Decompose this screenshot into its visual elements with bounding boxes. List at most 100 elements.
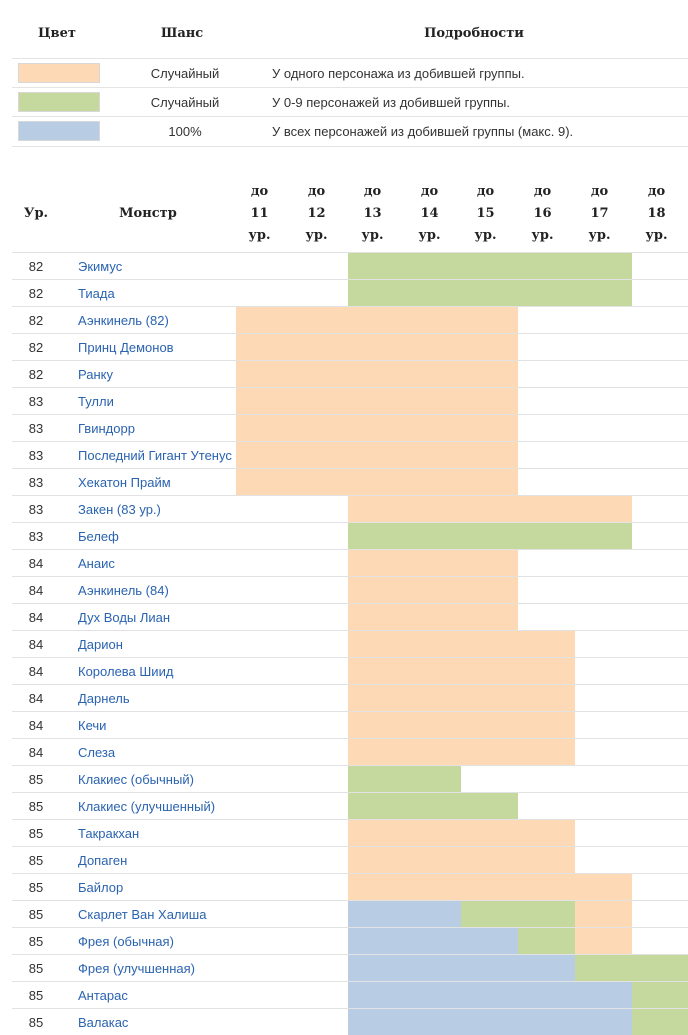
drop-cell-orange xyxy=(518,496,575,522)
monster-link[interactable]: Последний Гигант Утенус xyxy=(78,448,232,463)
monster-link[interactable]: Фрея (улучшенная) xyxy=(78,961,196,976)
monster-link[interactable]: Ранку xyxy=(78,367,113,382)
drop-cell-green xyxy=(348,793,405,819)
header-prefix: до xyxy=(533,184,552,199)
monster-link[interactable]: Белеф xyxy=(78,529,119,544)
header-level-14: до 14 ур. xyxy=(401,181,458,247)
monster-link[interactable]: Слеза xyxy=(78,745,116,760)
header-level-number: 17 xyxy=(590,206,609,221)
monster-link[interactable]: Тиада xyxy=(78,286,115,301)
drop-cell-orange xyxy=(405,550,461,576)
drop-cell-blue xyxy=(405,955,461,981)
monster-link[interactable]: Дух Воды Лиан xyxy=(78,610,171,625)
drop-cell-orange xyxy=(461,685,518,711)
drop-cell-orange xyxy=(461,496,518,522)
drop-cell-orange xyxy=(518,739,575,765)
monster-link[interactable]: Принц Демонов xyxy=(78,340,174,355)
table-row: 85 Допаген xyxy=(12,846,688,873)
monster-link[interactable]: Гвиндорр xyxy=(78,421,135,436)
table-row: 85 Антарас xyxy=(12,981,688,1008)
header-prefix: до xyxy=(363,184,382,199)
drop-cell-orange xyxy=(461,469,518,495)
drop-cell-orange xyxy=(348,604,405,630)
drop-cell-green xyxy=(575,253,632,279)
monster-link[interactable]: Тулли xyxy=(78,394,114,409)
monster-level: 82 xyxy=(28,313,44,328)
table-row: 85 Фрея (улучшенная) xyxy=(12,954,688,981)
drop-cell-green xyxy=(632,982,688,1008)
monster-link[interactable]: Королева Шиид xyxy=(78,664,174,679)
drop-cell-blue xyxy=(348,1009,405,1035)
monster-link[interactable]: Кечи xyxy=(78,718,107,733)
drop-cell-blue xyxy=(461,928,518,954)
monster-link[interactable]: Хекатон Прайм xyxy=(78,475,171,490)
drop-cell-orange xyxy=(348,496,405,522)
color-swatch-blue xyxy=(18,121,100,141)
drop-cell-green xyxy=(461,793,518,819)
monster-level: 84 xyxy=(28,745,44,760)
monster-link[interactable]: Байлор xyxy=(78,880,124,895)
drop-cell-green xyxy=(575,955,632,981)
monster-link[interactable]: Аэнкинель (84) xyxy=(78,583,169,598)
drop-cell-orange xyxy=(461,847,518,873)
monster-link[interactable]: Фрея (обычная) xyxy=(78,934,174,949)
drop-cell-orange xyxy=(405,361,461,387)
monster-level: 85 xyxy=(28,880,44,895)
monster-link[interactable]: Дарион xyxy=(78,637,123,652)
header-suffix: ур. xyxy=(588,228,611,243)
monster-link[interactable]: Аэнкинель (82) xyxy=(78,313,169,328)
monster-link[interactable]: Скарлет Ван Халиша xyxy=(78,907,207,922)
table-row: 84 Дарнель xyxy=(12,684,688,711)
header-prefix: до xyxy=(250,184,269,199)
drop-cell-orange xyxy=(405,469,461,495)
drop-cell-orange xyxy=(405,388,461,414)
drop-cell-orange xyxy=(461,604,518,630)
drop-cell-orange xyxy=(348,658,405,684)
table-row: 83 Закен (83 ур.) xyxy=(12,495,688,522)
drop-cell-orange xyxy=(348,442,405,468)
monster-level: 85 xyxy=(28,1015,44,1030)
legend-header-chance: Шанс xyxy=(160,26,204,41)
drop-cell-orange xyxy=(348,388,405,414)
monster-level: 84 xyxy=(28,556,44,571)
drop-cell-orange xyxy=(405,496,461,522)
drop-cell-orange xyxy=(461,712,518,738)
monster-link[interactable]: Клакиес (обычный) xyxy=(78,772,194,787)
drop-cell-green xyxy=(348,523,405,549)
header-level: Ур. xyxy=(23,206,49,221)
monster-link[interactable]: Дарнель xyxy=(78,691,130,706)
table-row: 85 Валакас xyxy=(12,1008,688,1035)
drop-cell-orange xyxy=(461,361,518,387)
drop-cell-orange xyxy=(236,361,292,387)
drop-cell-orange xyxy=(461,739,518,765)
drop-cell-green xyxy=(461,280,518,306)
header-suffix: ур. xyxy=(248,228,271,243)
monster-link[interactable]: Закен (83 ур.) xyxy=(78,502,161,517)
drop-cell-orange xyxy=(461,820,518,846)
drop-cell-orange xyxy=(348,847,405,873)
drop-cell-orange xyxy=(405,712,461,738)
monster-link[interactable]: Допаген xyxy=(78,853,128,868)
drop-cell-orange xyxy=(461,550,518,576)
drop-cell-orange xyxy=(236,469,292,495)
monster-level: 84 xyxy=(28,610,44,625)
drop-cell-green xyxy=(405,766,461,792)
table-row: 83 Гвиндорр xyxy=(12,414,688,441)
legend-details: У одного персонажа из добившей группы. xyxy=(272,66,525,81)
drop-cell-orange xyxy=(236,307,292,333)
table-row: 83 Тулли xyxy=(12,387,688,414)
monster-level: 84 xyxy=(28,718,44,733)
drop-cell-green xyxy=(348,766,405,792)
monster-link[interactable]: Экимус xyxy=(78,259,123,274)
monster-link[interactable]: Клакиес (улучшенный) xyxy=(78,799,216,814)
table-row: 82 Аэнкинель (82) xyxy=(12,306,688,333)
monster-link[interactable]: Валакас xyxy=(78,1015,129,1030)
monster-link[interactable]: Анаис xyxy=(78,556,115,571)
drop-cell-orange xyxy=(461,577,518,603)
header-level-number: 14 xyxy=(420,206,439,221)
drop-cell-orange xyxy=(348,712,405,738)
drop-cell-green xyxy=(575,280,632,306)
monster-link[interactable]: Такракхан xyxy=(78,826,140,841)
header-level-number: 11 xyxy=(250,206,269,221)
monster-link[interactable]: Антарас xyxy=(78,988,128,1003)
